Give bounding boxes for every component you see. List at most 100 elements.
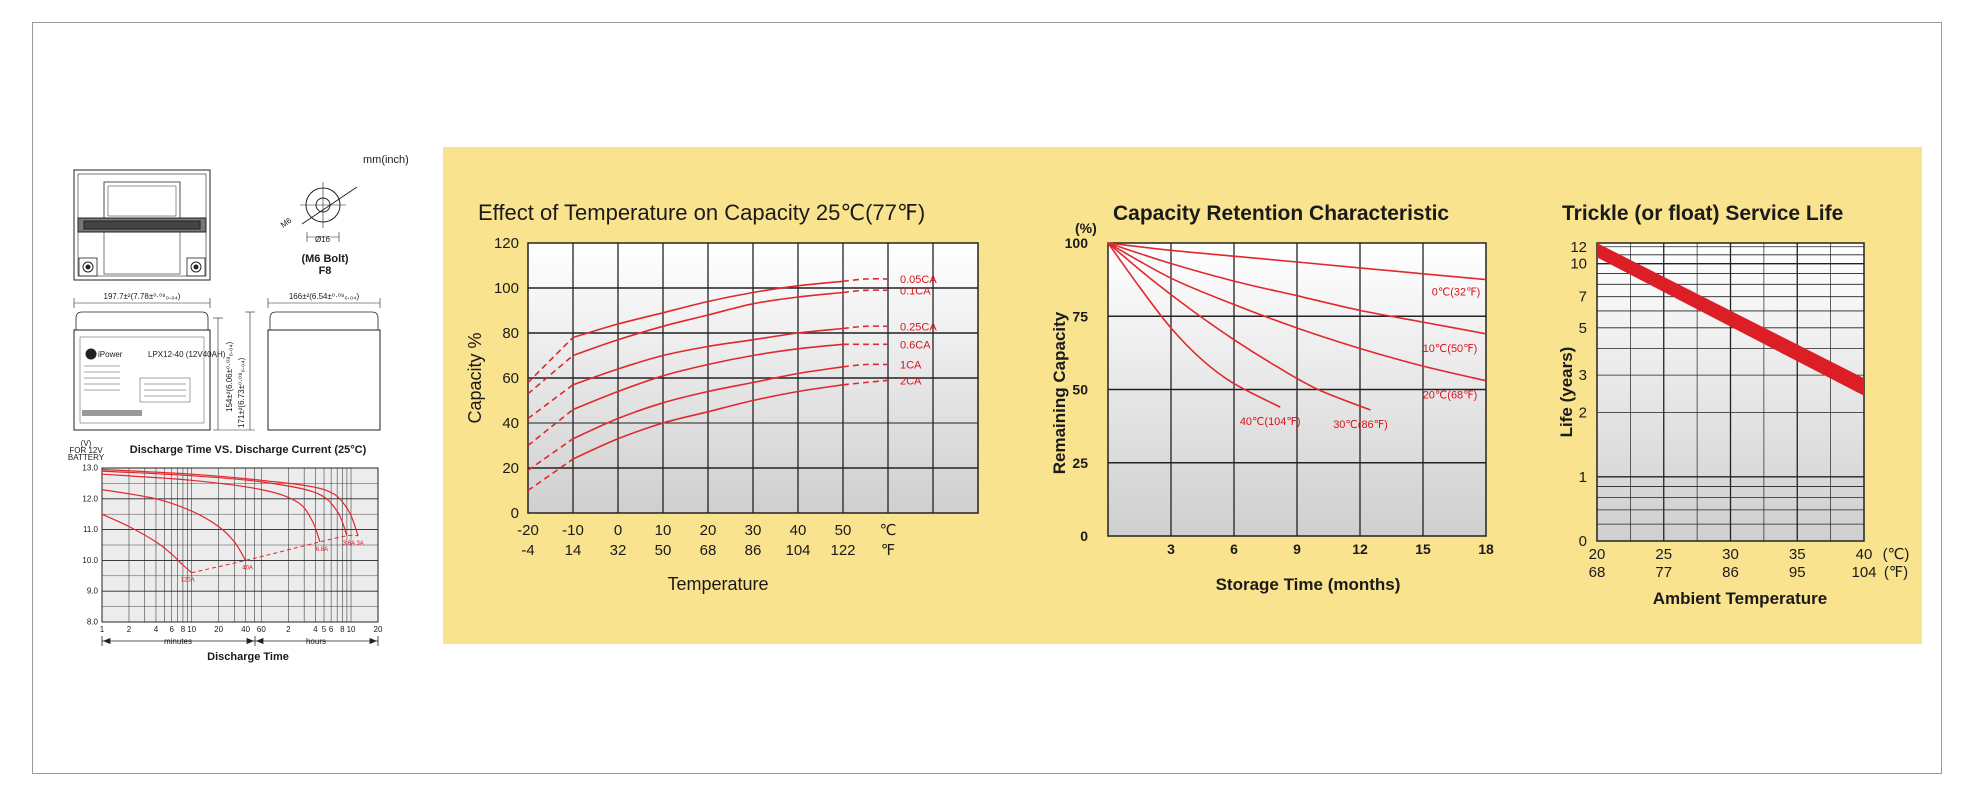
series-line-0-25ca — [572, 327, 844, 386]
series-extrapolation-1ca — [842, 363, 889, 368]
series-extrapolation-0-25ca — [527, 384, 574, 420]
y-axis-label: Capacity % — [465, 332, 485, 423]
y-tick-label: 40 — [502, 415, 519, 432]
height-dimension: 154±²(6.06±⁰·⁰⁸₀.₀₄) — [225, 341, 234, 412]
y-tick-label: 0 — [511, 505, 519, 522]
x-tick-label-c: (℃) — [1883, 546, 1910, 563]
capacity-retention-chart: 0 25 50 75 100 3 6 9 12 15 18 0℃(32℉) 10℃(50℉) 20℃(68… — [1050, 202, 1494, 594]
battery-drawings: mm(inch) M6 Ø16 (M6 Bol — [73, 154, 409, 431]
series-label: 10℃(50℉) — [1423, 343, 1478, 355]
y-axis-label: Remaining Capacity — [1050, 311, 1069, 474]
y-tick-label: 9.0 — [87, 587, 99, 596]
x-tick-label-c: 30 — [745, 522, 762, 539]
x-tick-label-c: 20 — [700, 522, 717, 539]
series-extrapolation-0-05ca — [842, 278, 889, 283]
series-label: 30℃(86℉) — [1333, 419, 1388, 431]
series-extrapolation-0-25ca — [842, 325, 889, 330]
y-tick-label: 12 — [1570, 239, 1587, 256]
x-tick-label-c: 10 — [655, 522, 672, 539]
x-tick-label-f: -4 — [521, 542, 534, 559]
x-tick-label-f: 104 — [785, 542, 810, 559]
x-tick-label-c: -20 — [517, 522, 539, 539]
series-extrapolation-0-05ca — [527, 336, 574, 384]
time-group-arrows — [101, 636, 379, 646]
y-tick-label: 25 — [1072, 455, 1088, 471]
unit-note: mm(inch) — [363, 154, 409, 166]
x-tick-label: 10 — [187, 625, 196, 634]
series-label: 20℃(68℉) — [1423, 390, 1478, 402]
x-tick-label-f: 77 — [1655, 564, 1672, 581]
y-tick-label: 8.0 — [87, 618, 99, 627]
x-tick-label-f: 122 — [830, 542, 855, 559]
y-tick-label: 12.0 — [82, 494, 98, 503]
x-tick-label-f: (℉) — [1884, 564, 1908, 581]
y-tick-label: 7 — [1579, 289, 1587, 306]
x-axis-label: Discharge Time — [207, 651, 289, 663]
series-line-0-05ca — [572, 280, 844, 339]
series-line-3-6a — [101, 470, 348, 537]
battery-top-view — [73, 169, 211, 281]
minutes-label: minutes — [164, 637, 192, 646]
x-tick-label: 2 — [286, 625, 291, 634]
x-tick-label-c: ℃ — [880, 522, 897, 539]
y-tick-label: 0 — [1080, 528, 1088, 544]
x-tick-label: 4 — [154, 625, 159, 634]
bolt-label: (M6 Bolt) — [301, 253, 348, 265]
series-line-120a — [101, 513, 193, 574]
x-tick-label-c: 0 — [614, 522, 622, 539]
y-tick-label: 2 — [1579, 405, 1587, 422]
x-tick-label-c: 40 — [1856, 546, 1873, 563]
x-tick-label-f: 14 — [565, 542, 582, 559]
x-axis-label: Ambient Temperature — [1653, 589, 1827, 608]
series-extrapolation-0-1ca — [842, 289, 889, 294]
series-label: 0.05CA — [900, 274, 937, 286]
series-label: 40℃(104℉) — [1240, 416, 1301, 428]
terminal-label: F8 — [319, 265, 332, 277]
battery-front-view — [73, 298, 255, 431]
series-line-5 — [1107, 242, 1281, 408]
x-tick-label: 5 — [322, 625, 327, 634]
series-label: 0℃(32℉) — [1432, 287, 1481, 299]
x-tick-label: 40 — [241, 625, 250, 634]
chart-title: Effect of Temperature on Capacity 25℃(77… — [478, 200, 925, 225]
y-tick-label: 75 — [1072, 308, 1088, 324]
y-tick-label: 100 — [494, 280, 519, 297]
series-line-3a — [101, 468, 359, 537]
series-line-0-1ca — [572, 291, 844, 357]
y-tick-label: 5 — [1579, 320, 1587, 337]
x-tick-label: 20 — [374, 625, 383, 634]
y-tick-label: 60 — [502, 370, 519, 387]
x-axis-label: Storage Time (months) — [1216, 575, 1401, 594]
x-tick-label-c: 35 — [1789, 546, 1806, 563]
x-tick-label-f: ℉ — [881, 542, 895, 559]
x-tick-label-f: 95 — [1789, 564, 1806, 581]
temperature-capacity-chart: 0 20 40 60 80 100 120 -20 -10 0 10 20 30 40 50 ℃ -4 14 32 5… — [465, 200, 979, 594]
x-tick-label-c: 20 — [1589, 546, 1606, 563]
series-extrapolation-2ca — [527, 458, 574, 492]
x-tick-label: 4 — [313, 625, 318, 634]
y-axis-label-3: BATTERY — [68, 453, 105, 462]
x-tick-label: 15 — [1415, 541, 1431, 557]
x-tick-label: 6 — [329, 625, 334, 634]
x-tick-label: 2 — [127, 625, 132, 634]
model-label: LPX12-40 (12V40AH) — [148, 350, 226, 359]
series-line-2ca — [572, 384, 844, 460]
y-tick-label: 10 — [1570, 256, 1587, 273]
chart-title: Trickle (or float) Service Life — [1562, 202, 1843, 225]
x-tick-label-f: 104 — [1851, 564, 1876, 581]
series-line-0-6ca — [572, 343, 844, 411]
x-tick-label-c: 30 — [1722, 546, 1739, 563]
x-tick-label-f: 68 — [700, 542, 717, 559]
y-tick-label: 13.0 — [82, 464, 98, 473]
x-tick-label: 8 — [181, 625, 186, 634]
thread-label: M6 — [279, 216, 294, 230]
series-extrapolation-0-6ca — [527, 408, 574, 447]
series-line-40a — [101, 489, 247, 561]
battery-side-view — [267, 298, 381, 431]
x-tick-label: 9 — [1293, 541, 1301, 557]
x-tick-label: 8 — [340, 625, 345, 634]
series-label: 40A — [242, 565, 253, 571]
depth-dimension: 166±²(6.54±⁰·⁰⁸₀.₀₄) — [289, 292, 360, 301]
